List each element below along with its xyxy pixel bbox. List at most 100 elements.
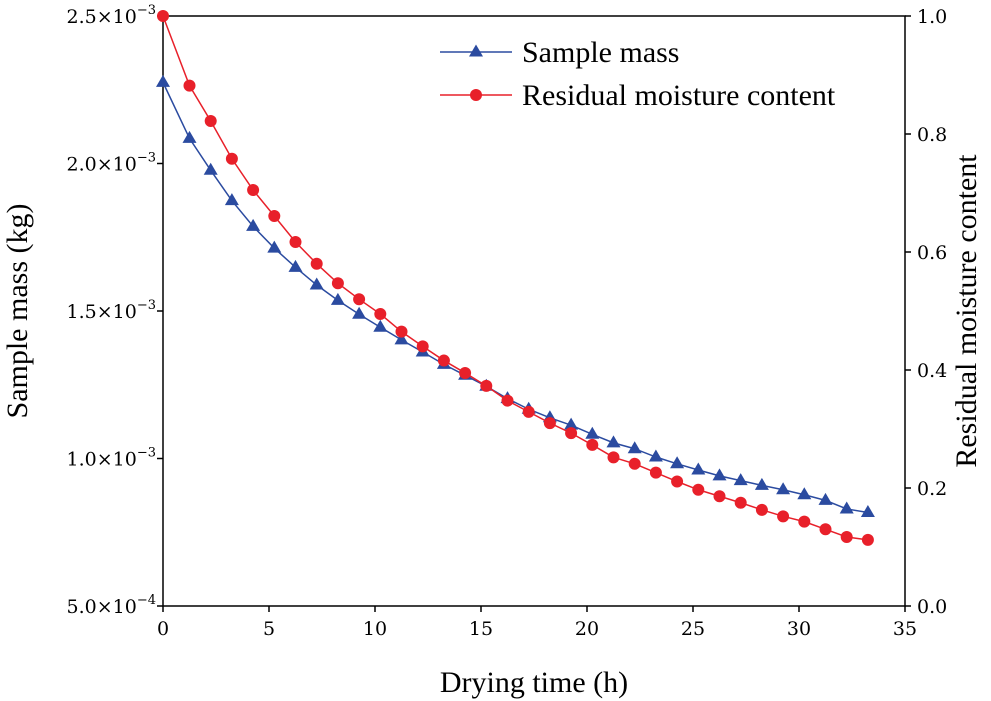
left-y-tick-label: 1.0×10−3	[67, 446, 157, 471]
tick-exponent: −3	[137, 3, 156, 18]
residual-moisture-point	[798, 515, 811, 528]
right-y-tick-label: 0.6	[917, 242, 947, 264]
residual-moisture-point	[755, 503, 768, 516]
right-y-tick-label: 0.2	[917, 478, 947, 500]
legend-label-sample-mass: Sample mass	[522, 36, 680, 69]
residual-moisture-point	[861, 533, 874, 546]
x-axis-ticks: 0 5 10 15 20 25 30 35	[157, 606, 917, 640]
x-tick-label: 30	[787, 618, 811, 640]
residual-moisture-point	[565, 427, 578, 440]
sample-mass-point	[203, 162, 218, 175]
legend: Sample mass Residual moisture content	[440, 36, 836, 112]
x-tick-label: 20	[575, 618, 599, 640]
sample-mass-point	[309, 277, 324, 290]
sample-mass-point	[330, 292, 345, 305]
residual-moisture-point	[543, 417, 556, 430]
sample-mass-point	[267, 240, 282, 253]
sample-mass-point	[712, 468, 727, 481]
sample-mass-point	[818, 492, 833, 505]
sample-mass-point	[156, 74, 170, 87]
right-y-axis-ticks: 0.0 0.2 0.4 0.6 0.8 1.0	[905, 6, 947, 618]
sample-mass-point	[606, 435, 621, 448]
series-line-residual-moisture	[162, 15, 869, 541]
sample-mass-point	[224, 193, 239, 206]
residual-moisture-point	[204, 115, 217, 128]
sample-mass-point	[627, 441, 642, 454]
residual-moisture-point	[734, 496, 747, 509]
residual-moisture-point	[819, 523, 832, 536]
residual-moisture-point	[416, 340, 429, 353]
right-y-tick-label: 0.8	[917, 124, 947, 146]
tick-exponent: −3	[137, 298, 156, 313]
residual-moisture-point	[157, 10, 169, 22]
x-tick-label: 5	[263, 618, 275, 640]
x-tick-label: 25	[681, 618, 705, 640]
residual-moisture-point	[374, 307, 387, 320]
left-y-tick-label: 1.5×10−3	[67, 298, 157, 323]
x-tick-label: 15	[469, 618, 493, 640]
sample-mass-point	[564, 417, 579, 430]
tick-mantissa: 5.0×10	[67, 596, 137, 618]
sample-mass-point	[797, 487, 812, 500]
sample-mass-point	[246, 218, 261, 231]
sample-mass-point	[733, 473, 748, 486]
residual-moisture-point	[225, 152, 238, 165]
residual-moisture-point	[437, 354, 450, 367]
residual-moisture-point	[840, 530, 853, 543]
sample-mass-point	[182, 130, 197, 143]
residual-moisture-point	[480, 379, 493, 392]
residual-moisture-point	[310, 257, 323, 270]
sample-mass-point	[754, 477, 769, 490]
sample-mass-point	[839, 501, 854, 514]
tick-mantissa: 2.5×10	[67, 6, 137, 28]
tick-exponent: −4	[137, 593, 156, 608]
legend-label-residual-moisture: Residual moisture content	[522, 79, 836, 112]
right-y-tick-label: 0.0	[917, 596, 947, 618]
legend-marker-residual-moisture	[470, 89, 482, 101]
sample-mass-point	[373, 319, 388, 332]
right-y-tick-label: 1.0	[917, 6, 947, 28]
residual-moisture-point	[183, 79, 196, 92]
series-line-sample-mass	[162, 82, 869, 514]
right-y-tick-label: 0.4	[917, 360, 947, 382]
residual-moisture-point	[331, 277, 344, 290]
residual-moisture-point	[692, 483, 705, 496]
tick-mantissa: 2.0×10	[67, 154, 137, 176]
sample-mass-point	[585, 426, 600, 439]
left-y-axis-ticks: 5.0×10−41.0×10−31.5×10−32.0×10−32.5×10−3	[67, 3, 163, 618]
sample-mass-point	[691, 462, 706, 475]
sample-mass-point	[860, 504, 875, 517]
residual-moisture-point	[247, 184, 260, 197]
residual-moisture-point	[501, 394, 514, 407]
residual-moisture-point	[607, 451, 620, 464]
residual-moisture-point	[777, 510, 790, 523]
residual-moisture-point	[671, 475, 684, 488]
tick-exponent: −3	[137, 446, 156, 461]
sample-mass-point	[288, 259, 303, 272]
series-layer	[156, 10, 875, 546]
tick-mantissa: 1.0×10	[67, 449, 137, 471]
residual-moisture-point	[289, 235, 302, 248]
residual-moisture-point	[268, 210, 281, 223]
sample-mass-point	[776, 482, 791, 495]
x-tick-label: 0	[157, 618, 169, 640]
x-tick-label: 10	[363, 618, 387, 640]
tick-exponent: −3	[137, 151, 156, 166]
sample-mass-point	[352, 306, 367, 319]
legend-marker-sample-mass	[469, 44, 483, 57]
x-axis-title: Drying time (h)	[440, 666, 628, 699]
sample-mass-point	[648, 449, 663, 462]
residual-moisture-point	[459, 366, 472, 379]
left-y-tick-label: 2.0×10−3	[67, 151, 157, 176]
residual-moisture-point	[395, 325, 408, 338]
right-y-axis-title: Residual moisture content	[950, 154, 983, 468]
residual-moisture-point	[628, 457, 641, 470]
left-y-tick-label: 5.0×10−4	[67, 593, 157, 618]
tick-mantissa: 1.5×10	[67, 301, 137, 323]
residual-moisture-point	[586, 438, 599, 451]
residual-moisture-point	[353, 293, 366, 306]
residual-moisture-point	[649, 466, 662, 479]
x-tick-label: 35	[893, 618, 917, 640]
residual-moisture-point	[713, 490, 726, 503]
